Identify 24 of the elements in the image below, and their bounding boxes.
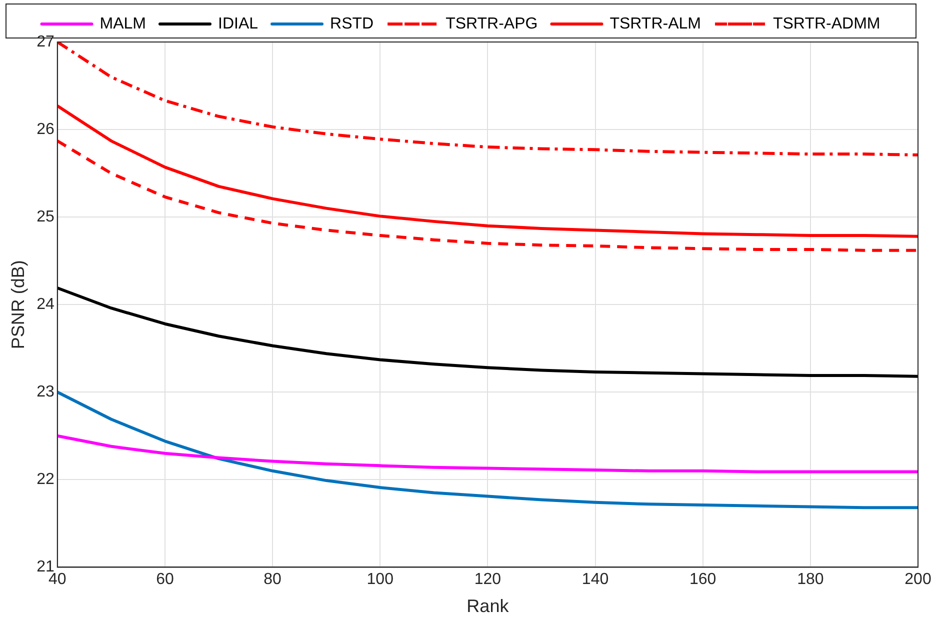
line-series bbox=[57, 139, 918, 252]
legend-label: IDIAL bbox=[218, 15, 258, 32]
x-tick-label: 40 bbox=[48, 571, 66, 588]
x-tick-label: 180 bbox=[797, 571, 824, 588]
legend-label: TSRTR-ALM bbox=[610, 15, 701, 32]
legend-label: RSTD bbox=[330, 15, 374, 32]
y-tick-label: 22 bbox=[36, 471, 54, 488]
x-tick-label: 140 bbox=[582, 571, 609, 588]
x-tick-label: 60 bbox=[156, 571, 174, 588]
y-tick-label: 26 bbox=[36, 120, 54, 138]
line-series bbox=[57, 42, 918, 156]
y-tick-label: 23 bbox=[36, 384, 54, 401]
y-tick-label: 24 bbox=[36, 296, 54, 314]
x-tick-label: 200 bbox=[904, 571, 932, 588]
legend-label: MALM bbox=[100, 15, 146, 32]
y-axis-title: PSNR (dB) bbox=[8, 260, 28, 350]
x-tick-label: 100 bbox=[366, 571, 394, 588]
x-tick-label: 80 bbox=[264, 571, 282, 588]
y-tick-label: 25 bbox=[36, 208, 54, 226]
legend-label: TSRTR-ADMM bbox=[772, 15, 880, 32]
x-axis-title: Rank bbox=[466, 596, 510, 616]
x-tick-label: 160 bbox=[690, 571, 716, 588]
x-tick-label: 120 bbox=[474, 571, 502, 588]
legend-label: TSRTR-APG bbox=[446, 15, 538, 32]
